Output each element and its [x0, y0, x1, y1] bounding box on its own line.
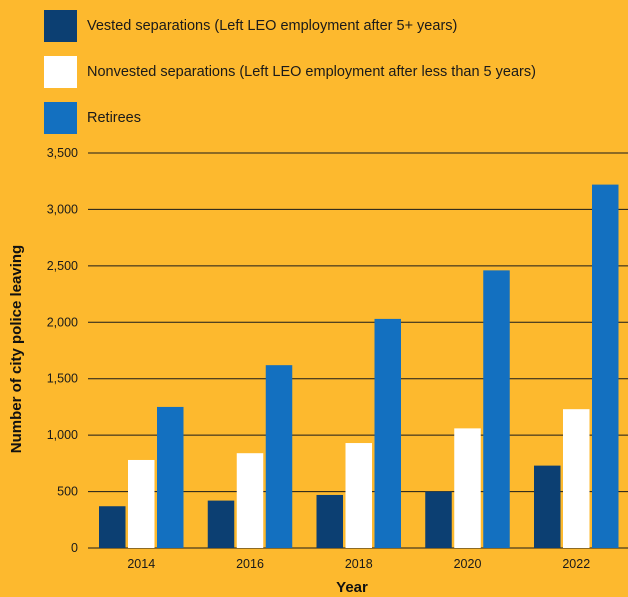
x-tick-label: 2022	[562, 557, 590, 571]
y-tick-label: 1,500	[47, 372, 78, 386]
x-axis-title: Year	[336, 579, 368, 596]
legend-label-nonvested: Nonvested separations (Left LEO employme…	[87, 64, 536, 80]
y-tick-label: 2,000	[47, 315, 78, 329]
bar-nonvested-2014	[128, 459, 155, 548]
y-axis-title: Number of city police leaving	[8, 245, 25, 453]
legend-swatch-vested	[44, 10, 77, 42]
legend-swatch-retirees	[44, 102, 77, 134]
x-tick-label: 2014	[127, 557, 155, 571]
x-tick-label: 2020	[454, 557, 482, 571]
bar-nonvested-2016	[236, 453, 264, 548]
legend-swatch-nonvested	[44, 56, 77, 88]
bar-retirees-2016	[265, 365, 293, 548]
bar-retirees-2022	[592, 184, 619, 548]
x-tick-labels: 2014 2016 2018 2020 2022	[127, 557, 590, 571]
y-tick-label: 1,000	[47, 428, 78, 442]
bar-retirees-2020	[483, 270, 510, 548]
bars	[99, 184, 619, 548]
bar-nonvested-2020	[454, 428, 481, 548]
y-tick-label: 3,500	[47, 146, 78, 160]
bar-retirees-2018	[374, 318, 401, 548]
legend-label-vested: Vested separations (Left LEO employment …	[87, 18, 458, 34]
bar-retirees-2014	[157, 406, 184, 548]
y-tick-label: 500	[57, 485, 78, 499]
bar-nonvested-2018	[345, 443, 372, 548]
chart-legend: Vested separations (Left LEO employment …	[44, 10, 536, 148]
bar-vested-2020	[425, 491, 452, 548]
legend-item-nonvested: Nonvested separations (Left LEO employme…	[44, 56, 536, 88]
legend-item-vested: Vested separations (Left LEO employment …	[44, 10, 536, 42]
y-tick-labels: 0 500 1,000 1,500 2,000 2,500 3,000 3,500	[47, 146, 78, 555]
y-tick-label: 2,500	[47, 259, 78, 273]
bar-nonvested-2022	[563, 409, 590, 548]
y-tick-label: 3,000	[47, 202, 78, 216]
x-tick-label: 2016	[236, 557, 264, 571]
legend-label-retirees: Retirees	[87, 110, 141, 126]
bar-vested-2016	[207, 500, 235, 548]
bar-vested-2014	[99, 506, 126, 548]
y-tick-label: 0	[71, 541, 78, 555]
x-tick-label: 2018	[345, 557, 373, 571]
legend-item-retirees: Retirees	[44, 102, 536, 134]
bar-vested-2018	[316, 494, 343, 548]
bar-vested-2022	[534, 465, 561, 548]
